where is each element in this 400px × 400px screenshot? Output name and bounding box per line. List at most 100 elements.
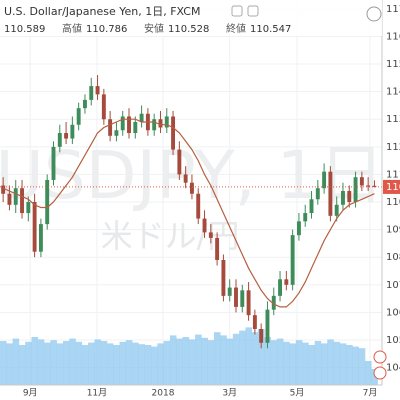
volume-bar: [195, 334, 202, 385]
volume-bar: [169, 335, 177, 385]
candle-body: [234, 287, 238, 307]
volume-bar: [333, 341, 341, 385]
high-label: 高値: [62, 22, 82, 35]
volume-bar: [138, 344, 146, 385]
volume-bar: [213, 332, 221, 385]
candle-body: [89, 86, 94, 100]
candle-body: [20, 188, 24, 214]
volume-bar: [18, 345, 26, 385]
settings-icon[interactable]: [366, 6, 382, 22]
candle-body: [26, 202, 31, 214]
grid: [0, 0, 382, 385]
candle-body: [252, 315, 257, 329]
volume-bar: [302, 342, 309, 385]
close-value: 110.547: [250, 24, 291, 35]
volume-bar: [62, 341, 70, 385]
x-tick-label: 2018: [152, 389, 175, 399]
volume-bar: [75, 341, 83, 385]
icon[interactable]: [231, 5, 243, 17]
volume-bar: [100, 341, 108, 385]
volume-bar: [358, 348, 366, 385]
y-tick-label: 106: [386, 307, 400, 318]
volume-bar: [295, 340, 303, 385]
y-tick-label: 114: [386, 87, 400, 98]
volume-bar: [258, 329, 265, 385]
low-label: 安値: [144, 22, 164, 35]
volume-bar: [320, 343, 328, 385]
candle-body: [76, 108, 81, 125]
candle-body: [265, 309, 270, 343]
volume-bar: [125, 340, 133, 385]
ohlc-readout: 110.589 高値 110.786 安値 110.528 終値 110.547: [4, 22, 291, 35]
volume-bar: [6, 343, 13, 385]
axes: 104 105 106 107 108 109 110 111 112 113 114 115 116 1…: [23, 4, 400, 399]
candle-body: [246, 290, 251, 316]
time-axis: [0, 385, 400, 400]
volume-bar: [314, 341, 322, 385]
candle-body: [202, 218, 207, 233]
volume: [0, 327, 378, 385]
x-tick-label: 9月: [23, 388, 38, 399]
candle-body: [372, 185, 377, 187]
candle-body: [127, 116, 131, 134]
candle-body: [7, 193, 12, 205]
volume-bar: [69, 338, 76, 385]
volume-bar: [371, 369, 378, 385]
volume-bar: [163, 341, 171, 385]
y-tick-label: 108: [386, 252, 400, 263]
volume-bar: [151, 346, 158, 385]
y-tick-label: 109: [386, 225, 400, 236]
volume-bar: [220, 335, 227, 385]
candle-body: [177, 149, 182, 175]
volume-bar: [264, 337, 271, 385]
x-tick-label: 11月: [87, 388, 107, 399]
candle-body: [341, 190, 345, 205]
candle-body: [240, 290, 245, 307]
candle-body: [278, 279, 283, 296]
volume-bar: [270, 340, 278, 385]
volume-bar: [31, 337, 39, 385]
candle-body: [32, 202, 37, 252]
volume-bar: [346, 345, 353, 385]
icon[interactable]: [247, 5, 259, 17]
volume-bar: [113, 345, 120, 385]
alert-icon[interactable]: [373, 366, 387, 380]
price-axis: [382, 0, 400, 400]
y-tick-label: 104: [386, 363, 400, 374]
volume-bar: [94, 339, 101, 385]
candle-body: [347, 190, 352, 203]
candle-body: [139, 113, 144, 122]
candle-body: [13, 188, 18, 205]
y-tick-label: 111: [386, 169, 400, 180]
volume-bar: [37, 339, 45, 385]
candle-body: [322, 171, 327, 189]
volume-bar: [276, 338, 284, 385]
alert-icon[interactable]: [373, 350, 387, 364]
last-price-box: [383, 179, 400, 194]
candle-body: [164, 116, 169, 128]
x-tick-label: 3月: [222, 388, 237, 399]
y-tick-label: 113: [386, 114, 400, 125]
y-tick-label: 105: [386, 335, 400, 346]
candle-body: [64, 133, 69, 139]
y-tick-label: 117: [386, 4, 400, 15]
volume-bar: [239, 330, 246, 385]
candle-body: [315, 188, 320, 200]
candle-body: [108, 119, 113, 136]
candle-body: [101, 94, 106, 120]
y-tick-label: 116: [386, 31, 400, 42]
y-tick-label: 110: [386, 197, 400, 208]
candle-body: [328, 171, 333, 216]
volume-bar: [232, 333, 240, 385]
candle-body: [271, 295, 276, 310]
candle-body: [221, 259, 226, 296]
candle-body: [353, 177, 358, 203]
volume-bar: [119, 341, 127, 385]
close-label: 終値: [226, 22, 246, 35]
last-price-label: 110.547: [386, 182, 400, 193]
candle-body: [359, 177, 364, 186]
volume-bar: [106, 343, 114, 385]
high-value: 110.786: [86, 24, 127, 35]
candle-body: [1, 185, 6, 194]
